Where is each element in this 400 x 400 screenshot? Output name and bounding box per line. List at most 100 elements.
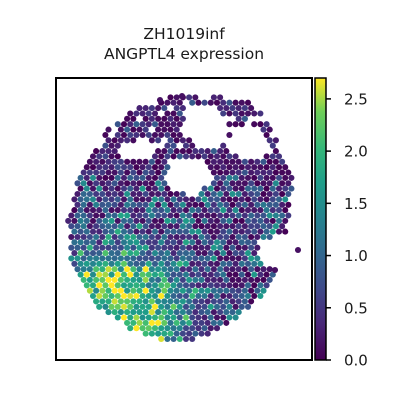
expression-spot xyxy=(239,239,245,245)
expression-spot xyxy=(105,245,111,251)
expression-spot xyxy=(180,105,186,111)
expression-spot xyxy=(136,180,142,186)
expression-spot xyxy=(158,175,164,181)
expression-spot xyxy=(208,239,214,245)
expression-spot xyxy=(136,223,142,229)
expression-spot xyxy=(214,207,220,213)
expression-spot xyxy=(130,277,136,283)
expression-spot xyxy=(164,186,170,192)
expression-spot xyxy=(164,121,170,127)
expression-spot xyxy=(180,288,186,294)
expression-spot xyxy=(229,234,235,240)
expression-spot xyxy=(171,100,177,106)
expression-spot xyxy=(180,234,186,240)
expression-spot xyxy=(245,207,251,213)
expression-spot xyxy=(251,175,257,181)
expression-spot xyxy=(236,202,242,208)
expression-spot xyxy=(195,282,201,288)
expression-spot xyxy=(93,266,99,272)
expression-spot xyxy=(99,277,105,283)
expression-spot xyxy=(195,250,201,256)
expression-spot xyxy=(248,191,254,197)
expression-spot xyxy=(112,169,118,175)
expression-spot xyxy=(236,223,242,229)
expression-spot xyxy=(267,180,273,186)
expression-spot xyxy=(220,293,226,299)
expression-spot xyxy=(195,100,201,106)
expression-spot xyxy=(140,272,146,278)
expression-spot xyxy=(146,175,152,181)
expression-spot xyxy=(155,288,161,294)
expression-spot xyxy=(152,164,158,170)
expression-spot xyxy=(214,314,220,320)
expression-spot xyxy=(171,218,177,224)
expression-spot xyxy=(105,234,111,240)
expression-spot xyxy=(233,261,239,267)
expression-spot xyxy=(93,191,99,197)
expression-spot xyxy=(127,164,133,170)
expression-spot xyxy=(260,202,266,208)
expression-spot xyxy=(220,143,226,149)
expression-spot xyxy=(183,229,189,235)
expression-spot xyxy=(248,288,254,294)
expression-spot xyxy=(102,282,108,288)
expression-spot xyxy=(180,245,186,251)
expression-spot xyxy=(164,207,170,213)
expression-spot xyxy=(81,191,87,197)
expression-spot xyxy=(223,169,229,175)
expression-spot xyxy=(211,202,217,208)
expression-spot xyxy=(87,159,93,165)
expression-spot xyxy=(115,229,121,235)
expression-spot xyxy=(270,196,276,202)
expression-spot xyxy=(211,320,217,326)
expression-spot xyxy=(267,169,273,175)
expression-spot xyxy=(112,245,118,251)
expression-spot xyxy=(254,277,260,283)
expression-spot xyxy=(143,298,149,304)
expression-spot xyxy=(198,212,204,218)
expression-spot xyxy=(179,93,185,99)
expression-spot xyxy=(177,121,183,127)
expression-spot xyxy=(214,304,220,310)
expression-spot xyxy=(84,261,90,267)
expression-spot xyxy=(242,255,248,261)
expression-spot xyxy=(189,336,195,342)
expression-spot xyxy=(248,202,254,208)
expression-spot xyxy=(174,288,180,294)
expression-spot xyxy=(171,121,177,127)
expression-spot xyxy=(158,186,164,192)
expression-spot xyxy=(279,180,285,186)
expression-spot xyxy=(171,336,177,342)
expression-spot xyxy=(257,229,263,235)
expression-spot xyxy=(167,137,173,143)
expression-spot xyxy=(248,169,254,175)
expression-spot xyxy=(152,186,158,192)
expression-spot xyxy=(112,223,118,229)
expression-spot xyxy=(214,175,220,181)
expression-spot xyxy=(115,304,121,310)
expression-spot xyxy=(285,212,291,218)
expression-spot xyxy=(195,153,201,159)
expression-spot xyxy=(124,159,130,165)
expression-spot xyxy=(174,266,180,272)
expression-spot xyxy=(93,212,99,218)
expression-spot xyxy=(164,153,170,159)
expression-spot xyxy=(130,309,136,315)
expression-spot xyxy=(198,245,204,251)
expression-spot xyxy=(233,207,239,213)
expression-spot xyxy=(264,175,270,181)
expression-spot xyxy=(167,266,173,272)
expression-spot xyxy=(248,245,254,251)
expression-spot xyxy=(251,239,257,245)
expression-spot xyxy=(174,148,180,154)
expression-spot xyxy=(149,180,155,186)
expression-spot xyxy=(180,212,186,218)
expression-spot xyxy=(295,247,301,253)
expression-spot xyxy=(140,261,146,267)
expression-spot xyxy=(254,212,260,218)
expression-spot xyxy=(167,298,173,304)
expression-spot xyxy=(149,288,155,294)
expression-spot xyxy=(267,212,273,218)
expression-spot xyxy=(140,164,146,170)
expression-spot xyxy=(223,255,229,261)
